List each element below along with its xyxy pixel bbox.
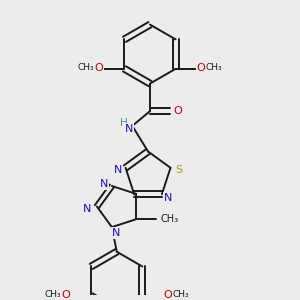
Text: H: H (120, 118, 127, 128)
Text: CH₃: CH₃ (206, 63, 222, 72)
Text: O: O (94, 63, 103, 73)
Text: N: N (112, 228, 120, 238)
Text: O: O (173, 106, 182, 116)
Text: S: S (175, 165, 182, 175)
Text: N: N (125, 124, 134, 134)
Text: O: O (164, 290, 172, 300)
Text: O: O (61, 290, 70, 300)
Text: CH₃: CH₃ (78, 63, 94, 72)
Text: CH₃: CH₃ (44, 290, 61, 299)
Text: N: N (83, 203, 91, 214)
Text: CH₃: CH₃ (172, 290, 189, 299)
Text: O: O (197, 63, 206, 73)
Text: N: N (100, 179, 108, 189)
Text: N: N (164, 193, 172, 203)
Text: CH₃: CH₃ (160, 214, 178, 224)
Text: N: N (113, 165, 122, 175)
